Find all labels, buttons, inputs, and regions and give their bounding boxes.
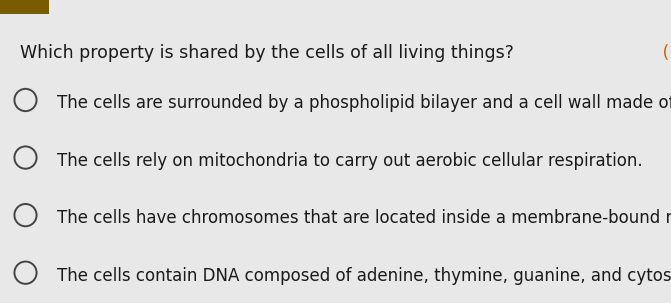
Text: The cells contain DNA composed of adenine, thymine, guanine, and cytosine.: The cells contain DNA composed of adenin… (57, 267, 671, 285)
Bar (0, 0, 49, 14)
Text: Which property is shared by the cells of all living things?: Which property is shared by the cells of… (20, 44, 514, 62)
Text: The cells rely on mitochondria to carry out aerobic cellular respiration.: The cells rely on mitochondria to carry … (57, 152, 643, 169)
Text: The cells have chromosomes that are located inside a membrane-bound nucleus.: The cells have chromosomes that are loca… (57, 209, 671, 227)
Text: (1 Point): (1 Point) (658, 44, 671, 62)
Text: The cells are surrounded by a phospholipid bilayer and a cell wall made of cellu: The cells are surrounded by a phospholip… (57, 94, 671, 112)
